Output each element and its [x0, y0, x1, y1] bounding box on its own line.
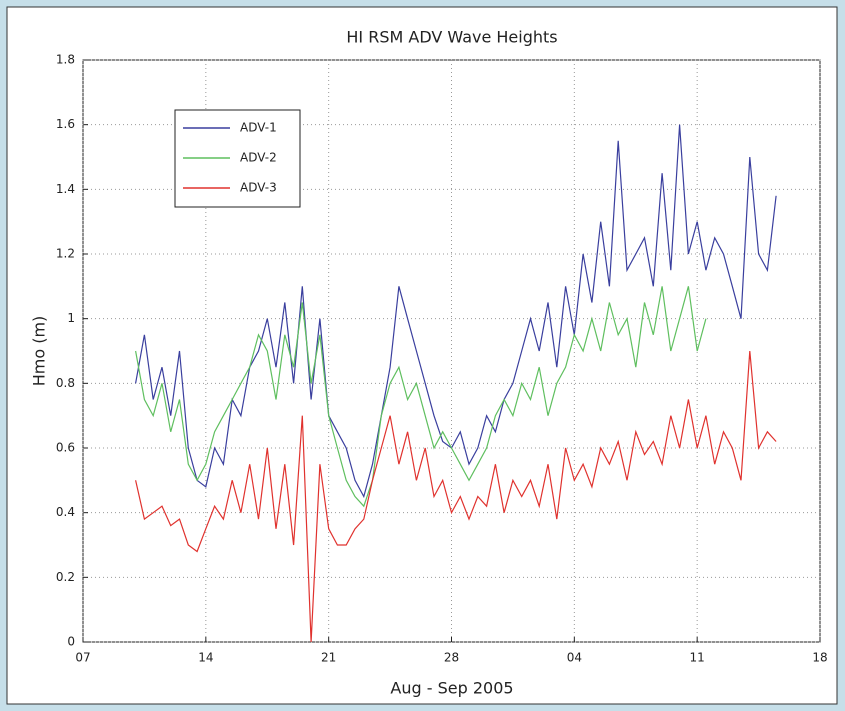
y-tick-label: 1.4 [56, 182, 75, 196]
legend-label: ADV-3 [240, 181, 277, 195]
legend-label: ADV-2 [240, 151, 277, 165]
series-line [135, 286, 707, 508]
y-tick-label: 1 [67, 311, 75, 325]
x-tick-label: 14 [198, 651, 213, 665]
y-tick-label: 1.8 [56, 53, 75, 67]
y-tick-label: 0.6 [56, 441, 75, 455]
legend-label: ADV-1 [240, 121, 277, 135]
x-tick-label: 28 [444, 651, 459, 665]
x-tick-label: 18 [812, 651, 827, 665]
y-tick-label: 0.4 [56, 505, 75, 519]
x-tick-label: 11 [690, 651, 705, 665]
y-tick-label: 1.6 [56, 117, 75, 131]
series-line [135, 124, 777, 499]
x-axis-label: Aug - Sep 2005 [390, 679, 513, 698]
chart-title: HI RSM ADV Wave Heights [346, 28, 557, 47]
y-tick-label: 1.2 [56, 247, 75, 261]
y-tick-label: 0.8 [56, 376, 75, 390]
y-tick-label: 0 [67, 635, 75, 649]
y-axis-label: Hmo (m) [30, 316, 49, 387]
series-line [135, 350, 777, 643]
y-tick-label: 0.2 [56, 570, 75, 584]
figure-panel [6, 6, 838, 705]
x-tick-label: 21 [321, 651, 336, 665]
x-tick-label: 07 [75, 651, 90, 665]
x-tick-label: 04 [567, 651, 582, 665]
